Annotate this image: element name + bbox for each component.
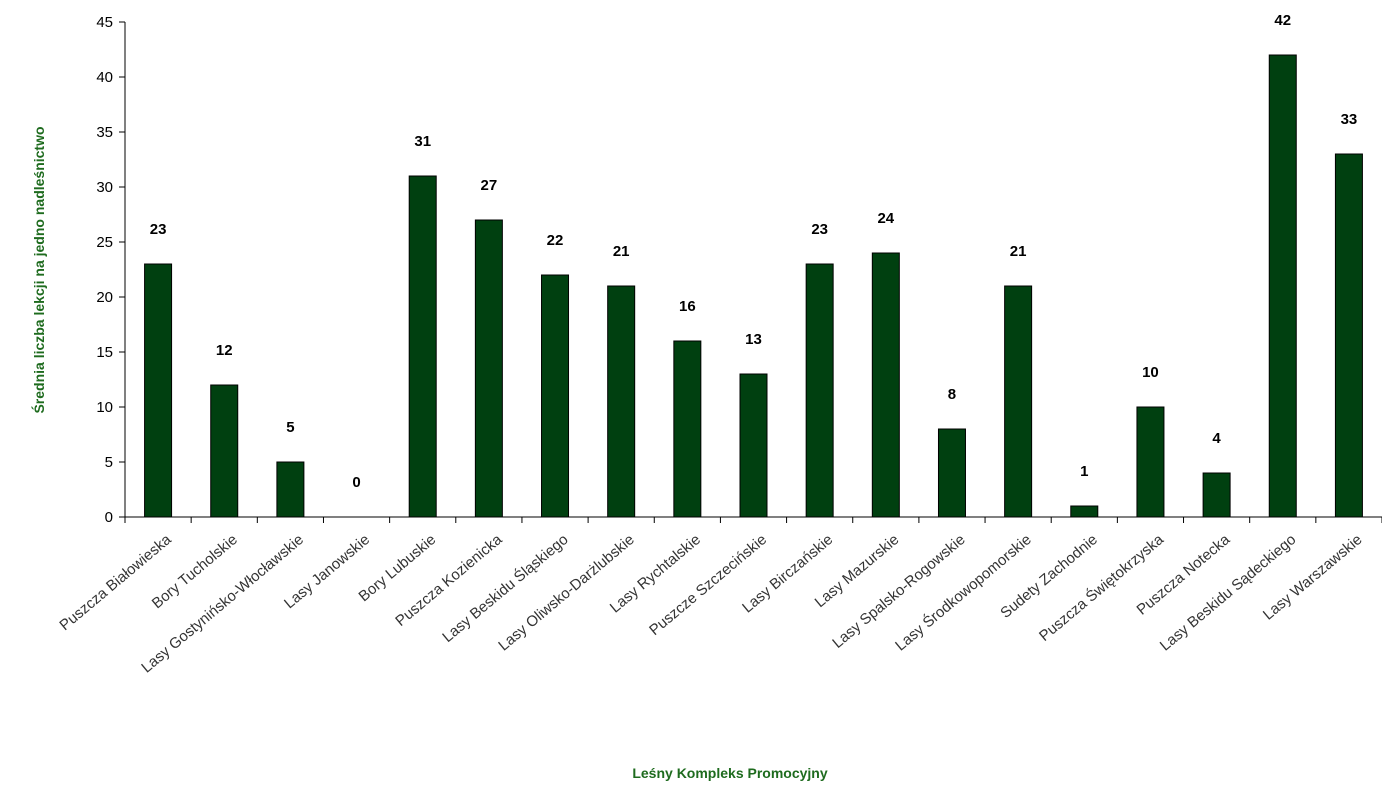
bar [474,219,503,518]
y-tick-label: 45 [96,14,113,31]
category-label: Lasy Spalsko-Rogowskie [829,531,968,652]
data-label: 23 [811,221,828,238]
data-label: 1 [1080,463,1088,480]
bar [1202,472,1231,518]
data-label: 21 [613,243,630,260]
bar [541,274,570,518]
bar [805,263,834,518]
data-label: 33 [1341,111,1358,128]
data-label: 31 [414,133,431,150]
bar [871,252,900,518]
category-label: Lasy Beskidu Śląskiego [439,530,572,646]
data-label: 21 [1010,243,1027,260]
data-label: 10 [1142,364,1159,381]
y-tick-label: 25 [96,234,113,251]
bar [210,384,239,518]
y-tick-label: 20 [96,289,113,306]
data-label: 23 [150,221,167,238]
category-label: Puszcza Białowieska [56,531,175,634]
y-tick-label: 0 [105,509,113,526]
y-tick-label: 15 [96,344,113,361]
bar [937,428,966,518]
bar [1070,505,1099,518]
category-label: Lasy Oliwsko-Darżlubskie [495,531,637,654]
bar [673,340,702,518]
data-label: 4 [1212,430,1221,447]
y-tick-label: 35 [96,124,113,141]
category-label: Lasy Beskidu Sądeckiego [1157,531,1300,654]
x-axis-label: Leśny Kompleks Promocyjny [632,765,828,781]
category-label: Puszcza Kozienicka [392,531,506,630]
data-label: 27 [481,177,498,194]
y-tick-label: 10 [96,399,113,416]
category-label: Lasy Środkowopomorskie [892,530,1035,654]
data-label: 0 [352,474,360,491]
y-tick-label: 40 [96,69,113,86]
y-tick-label: 5 [105,454,113,471]
data-label: 42 [1274,12,1291,29]
data-label: 22 [547,232,564,249]
data-label: 24 [877,210,894,227]
data-label: 12 [216,342,233,359]
data-label: 16 [679,298,696,315]
bar [607,285,636,518]
y-axis-label: Średnia liczba lekcji na jedno nadleśnic… [30,126,47,413]
data-label: 13 [745,331,762,348]
bar [144,263,173,518]
bar [1268,54,1297,518]
bar [739,373,768,518]
bar [1136,406,1165,518]
category-label: Puszcze Szczecińskie [646,531,770,639]
bar [1334,153,1363,518]
bar [276,461,305,518]
bar [1004,285,1033,518]
bar [408,175,437,518]
data-label: 8 [948,386,956,403]
y-tick-label: 30 [96,179,113,196]
category-label: Puszcza Świętokrzyska [1035,530,1167,645]
data-label: 5 [286,419,294,436]
